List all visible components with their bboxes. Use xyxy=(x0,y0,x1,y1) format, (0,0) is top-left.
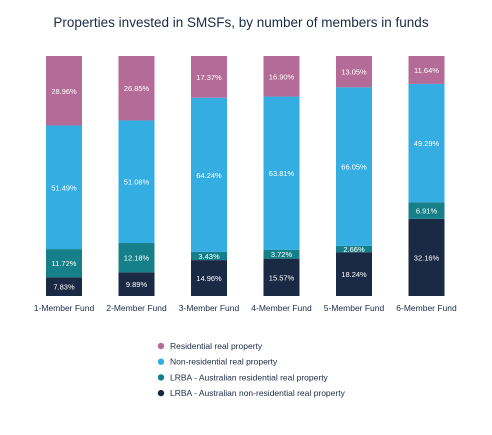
bar-data-label: 28.96% xyxy=(51,87,77,96)
bar-data-label: 6.91% xyxy=(416,207,438,216)
bar-segment xyxy=(191,260,227,296)
legend-swatch xyxy=(157,358,165,365)
bar-segment xyxy=(191,97,227,252)
bars-layer: 7.83% 11.72% 51.49% 28.96% 9.89% 12.18% 51.08%… xyxy=(46,56,445,296)
legend-label: LRBA - Australian residential real prope… xyxy=(170,372,329,382)
legend: Residential real property Non-residential… xyxy=(157,341,346,398)
bar-segment xyxy=(118,272,155,296)
legend-swatch xyxy=(157,342,165,350)
bar-segment xyxy=(263,56,300,97)
x-tick-label: 4-Member Fund xyxy=(251,303,312,313)
bar-data-label: 9.89% xyxy=(126,280,148,289)
bar-segment xyxy=(336,87,372,246)
legend-swatch xyxy=(157,389,165,397)
bar-data-label: 11.72% xyxy=(52,259,77,268)
chart-title: Properties invested in SMSFs, by number … xyxy=(53,15,428,30)
bar-segment xyxy=(46,56,82,126)
x-tick-label: 6-Member Fund xyxy=(396,303,457,313)
bar-segment xyxy=(46,125,82,250)
bar-segment xyxy=(46,277,82,296)
bar-segment xyxy=(408,218,445,296)
bar-segment xyxy=(118,56,155,121)
bar-data-label: 26.85% xyxy=(124,84,150,93)
bar-data-label: 32.16% xyxy=(414,253,440,262)
bar-data-label: 12.18% xyxy=(124,254,150,263)
bar-data-label: 51.49% xyxy=(51,183,77,192)
bar-data-label: 18.24% xyxy=(341,270,367,279)
bar-data-label: 17.37% xyxy=(196,73,222,82)
bar-data-label: 3.43% xyxy=(198,252,220,261)
bar-data-label: 3.72% xyxy=(271,250,293,259)
x-tick-label: 2-Member Fund xyxy=(106,303,167,313)
legend-label: Residential real property xyxy=(170,341,263,351)
bar-segment xyxy=(191,251,227,261)
bar-data-label: 63.81% xyxy=(269,169,295,178)
bar-data-label: 51.08% xyxy=(124,178,150,187)
bar-segment xyxy=(408,83,445,203)
x-tick-label: 5-Member Fund xyxy=(324,303,385,313)
bar-data-label: 15.57% xyxy=(269,273,295,282)
x-tick-label: 3-Member Fund xyxy=(179,303,240,313)
bar-data-label: 13.05% xyxy=(341,68,367,77)
bar-segment xyxy=(118,243,155,273)
legend-label: Non-residential real property xyxy=(170,357,278,367)
legend-label: LRBA - Australian non-residential real p… xyxy=(170,388,346,398)
bar-data-label: 66.05% xyxy=(341,163,367,172)
bar-segment xyxy=(263,258,300,296)
bar-data-label: 64.24% xyxy=(196,171,222,180)
bar-segment xyxy=(191,56,227,98)
bar-data-label: 49.29% xyxy=(414,139,440,148)
x-axis-labels: 1-Member Fund 2-Member Fund 3-Member Fund 4… xyxy=(34,303,457,313)
bar-segment xyxy=(336,252,372,296)
legend-swatch xyxy=(157,374,165,381)
x-tick-label: 1-Member Fund xyxy=(34,303,95,313)
bar-segment xyxy=(336,245,372,253)
bar-segment xyxy=(408,56,445,84)
bar-segment xyxy=(408,202,445,219)
bar-data-label: 16.90% xyxy=(269,72,295,81)
bar-data-label: 11.64% xyxy=(414,66,439,75)
bar-segment xyxy=(46,249,82,278)
bar-segment xyxy=(263,249,300,259)
bar-data-label: 2.66% xyxy=(343,245,365,254)
bar-data-label: 14.96% xyxy=(196,274,222,283)
bar-segment xyxy=(336,56,372,88)
bar-data-label: 7.83% xyxy=(53,283,75,292)
bar-segment xyxy=(263,96,300,250)
bar-segment xyxy=(118,120,155,244)
